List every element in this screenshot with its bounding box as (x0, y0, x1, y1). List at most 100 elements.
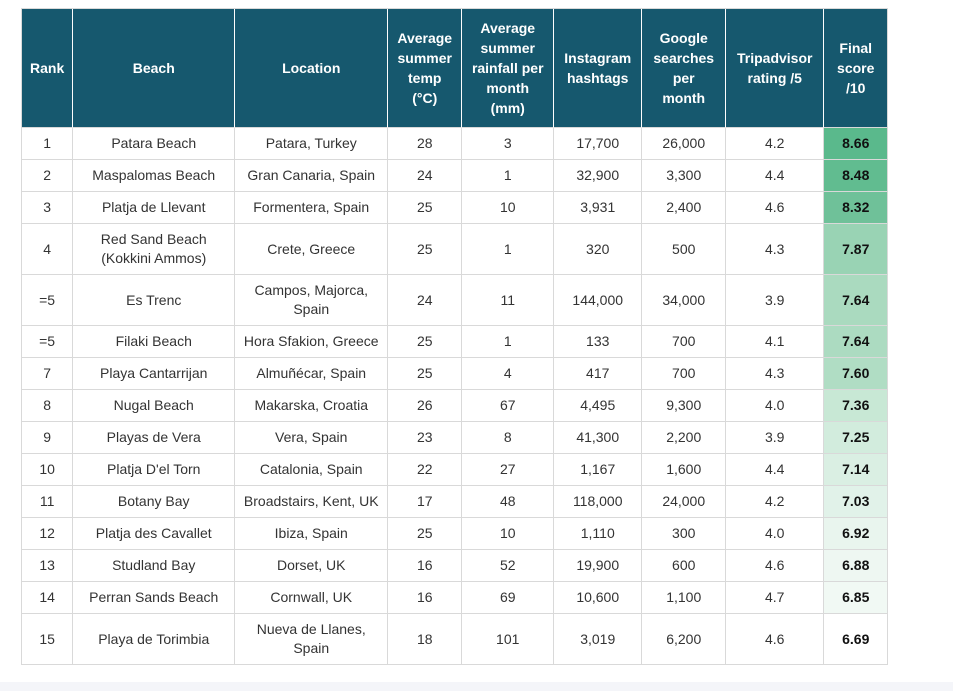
cell-location: Crete, Greece (235, 224, 389, 275)
cell-tripadvisor_rating: 4.7 (726, 582, 825, 614)
cell-rank: 2 (22, 160, 74, 192)
cell-location: Patara, Turkey (235, 128, 389, 160)
cell-location: Hora Sfakion, Greece (235, 326, 389, 358)
cell-final_score: 6.85 (824, 582, 889, 614)
cell-google_searches: 300 (642, 518, 727, 550)
cell-google_searches: 700 (642, 326, 727, 358)
cell-temp: 23 (388, 422, 463, 454)
table-row: 1 Patara Beach Patara, Turkey 28 3 17,700 26,0… (22, 128, 889, 160)
cell-beach: Playa Cantarrijan (73, 358, 236, 390)
cell-google_searches: 26,000 (642, 128, 727, 160)
cell-final_score: 6.92 (824, 518, 889, 550)
cell-temp: 25 (388, 326, 463, 358)
cell-rank: 11 (22, 486, 74, 518)
cell-instagram_hashtags: 17,700 (554, 128, 643, 160)
cell-tripadvisor_rating: 3.9 (726, 275, 825, 326)
cell-rainfall: 101 (462, 614, 555, 665)
cell-final_score: 7.64 (824, 326, 889, 358)
cell-rank: 15 (22, 614, 74, 665)
cell-rainfall: 1 (462, 224, 555, 275)
cell-rank: 9 (22, 422, 74, 454)
cell-instagram_hashtags: 19,900 (554, 550, 643, 582)
cell-location: Campos, Majorca, Spain (235, 275, 389, 326)
table-row: 12 Platja des Cavallet Ibiza, Spain 25 10 1,1… (22, 518, 889, 550)
cell-google_searches: 3,300 (642, 160, 727, 192)
cell-rank: 8 (22, 390, 74, 422)
table-row: =5 Es Trenc Campos, Majorca, Spain 24 11 144,… (22, 275, 889, 326)
cell-google_searches: 6,200 (642, 614, 727, 665)
column-header-tripadvisor_rating: Tripadvisor rating /5 (726, 9, 825, 128)
cell-beach: Platja des Cavallet (73, 518, 236, 550)
cell-rank: =5 (22, 326, 74, 358)
cell-location: Dorset, UK (235, 550, 389, 582)
cell-instagram_hashtags: 10,600 (554, 582, 643, 614)
cell-instagram_hashtags: 3,019 (554, 614, 643, 665)
table-row: 14 Perran Sands Beach Cornwall, UK 16 69 10,6… (22, 582, 889, 614)
column-header-rainfall: Average summer rainfall per month (mm) (462, 9, 555, 128)
cell-tripadvisor_rating: 4.1 (726, 326, 825, 358)
cell-tripadvisor_rating: 4.0 (726, 518, 825, 550)
table-row: 15 Playa de Torimbia Nueva de Llanes, Spai… (22, 614, 889, 665)
table-header-row: Rank Beach Location Average summer temp (°C… (22, 9, 889, 128)
cell-rainfall: 4 (462, 358, 555, 390)
cell-instagram_hashtags: 32,900 (554, 160, 643, 192)
cell-temp: 17 (388, 486, 463, 518)
cell-google_searches: 700 (642, 358, 727, 390)
cell-location: Catalonia, Spain (235, 454, 389, 486)
cell-rainfall: 8 (462, 422, 555, 454)
table-row: 7 Playa Cantarrijan Almuñécar, Spain 25 4 417… (22, 358, 889, 390)
cell-tripadvisor_rating: 4.6 (726, 192, 825, 224)
cell-google_searches: 1,100 (642, 582, 727, 614)
cell-google_searches: 2,200 (642, 422, 727, 454)
cell-google_searches: 9,300 (642, 390, 727, 422)
cell-beach: Botany Bay (73, 486, 236, 518)
cell-rainfall: 1 (462, 160, 555, 192)
cell-tripadvisor_rating: 4.0 (726, 390, 825, 422)
cell-instagram_hashtags: 417 (554, 358, 643, 390)
cell-final_score: 7.14 (824, 454, 889, 486)
cell-tripadvisor_rating: 4.4 (726, 454, 825, 486)
table-row: 4 Red Sand Beach (Kokkini Ammos) Crete, Gr… (22, 224, 889, 275)
cell-google_searches: 600 (642, 550, 727, 582)
cell-rainfall: 48 (462, 486, 555, 518)
cell-final_score: 7.25 (824, 422, 889, 454)
cell-instagram_hashtags: 144,000 (554, 275, 643, 326)
cell-beach: Playas de Vera (73, 422, 236, 454)
cell-final_score: 7.87 (824, 224, 889, 275)
cell-temp: 25 (388, 518, 463, 550)
cell-tripadvisor_rating: 4.4 (726, 160, 825, 192)
table-row: 9 Playas de Vera Vera, Spain 23 8 41,300 2,200… (22, 422, 889, 454)
cell-temp: 26 (388, 390, 463, 422)
cell-beach: Patara Beach (73, 128, 236, 160)
column-header-google_searches: Google searches per month (642, 9, 727, 128)
cell-tripadvisor_rating: 4.3 (726, 358, 825, 390)
cell-rainfall: 52 (462, 550, 555, 582)
cell-final_score: 7.36 (824, 390, 889, 422)
cell-beach: Nugal Beach (73, 390, 236, 422)
cell-beach: Maspalomas Beach (73, 160, 236, 192)
cell-tripadvisor_rating: 4.3 (726, 224, 825, 275)
table-row: 3 Platja de Llevant Formentera, Spain 25 10 3… (22, 192, 889, 224)
cell-temp: 24 (388, 160, 463, 192)
cell-instagram_hashtags: 3,931 (554, 192, 643, 224)
cell-rank: 13 (22, 550, 74, 582)
cell-instagram_hashtags: 118,000 (554, 486, 643, 518)
cell-rainfall: 27 (462, 454, 555, 486)
cell-location: Cornwall, UK (235, 582, 389, 614)
cell-tripadvisor_rating: 4.6 (726, 550, 825, 582)
cell-temp: 18 (388, 614, 463, 665)
cell-google_searches: 1,600 (642, 454, 727, 486)
cell-rank: 14 (22, 582, 74, 614)
cell-google_searches: 24,000 (642, 486, 727, 518)
cell-instagram_hashtags: 1,110 (554, 518, 643, 550)
cell-location: Gran Canaria, Spain (235, 160, 389, 192)
beach-ranking-table: Rank Beach Location Average summer temp (°C… (21, 8, 889, 665)
cell-rainfall: 1 (462, 326, 555, 358)
table-row: 2 Maspalomas Beach Gran Canaria, Spain 24 1 3… (22, 160, 889, 192)
cell-final_score: 7.60 (824, 358, 889, 390)
cell-final_score: 7.03 (824, 486, 889, 518)
cell-rank: 12 (22, 518, 74, 550)
cell-beach: Playa de Torimbia (73, 614, 236, 665)
cell-beach: Platja D'el Torn (73, 454, 236, 486)
cell-final_score: 6.69 (824, 614, 889, 665)
